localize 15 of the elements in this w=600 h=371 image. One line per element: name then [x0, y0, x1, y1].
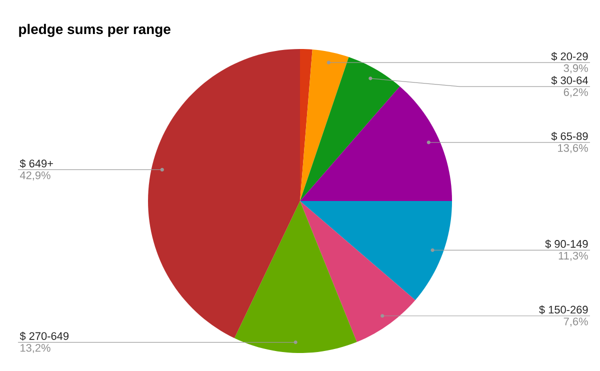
data-label: 7,6% — [564, 318, 588, 327]
slice-label: $ 270-649 — [20, 332, 69, 341]
slice-label: $ 20-29 — [551, 52, 588, 61]
slice-label: $ 150-269 — [539, 305, 588, 314]
data-label: 11,3% — [558, 252, 588, 261]
chart-title: pledge sums per range — [19, 24, 170, 37]
data-label: 13,6% — [558, 144, 588, 154]
slice-label: $ 65-89 — [551, 132, 588, 141]
slice-label: $ 649+ — [20, 159, 53, 168]
data-label: 3,9% — [564, 64, 588, 74]
slice-label: $ 90-149 — [545, 240, 588, 248]
data-label: 42,9% — [20, 171, 50, 180]
data-label: 13,2% — [20, 344, 50, 354]
data-label: 6,2% — [564, 88, 588, 98]
slice-label: $ 30-64 — [551, 76, 588, 85]
